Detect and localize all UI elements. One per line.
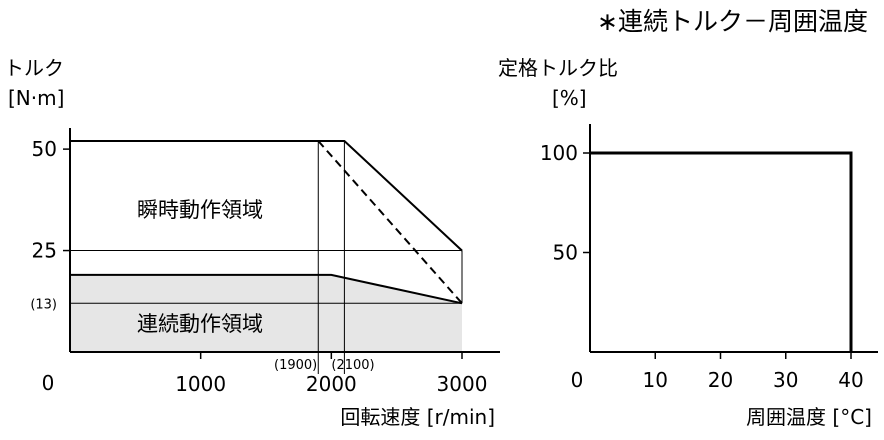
y-axis-label-2: 定格トルク比: [498, 56, 618, 80]
series-line-0: [70, 140, 463, 252]
x-tick-label-3: 30: [773, 368, 798, 392]
axes: [583, 124, 878, 359]
speed-marker-label-1: (2100): [331, 358, 374, 373]
x-tick-label-0: 0: [571, 368, 584, 392]
x-axis-label-2: 周囲温度 [°C]: [746, 405, 872, 429]
x-axis-label-1: 回転速度 [r/min]: [340, 405, 495, 429]
series-lines: [590, 151, 853, 352]
instant-region-label: 瞬時動作領域: [137, 198, 263, 222]
y-tick-label-1: 50: [553, 241, 578, 265]
y-axis-unit-2: [%]: [552, 86, 587, 110]
continuous-region-fill: [70, 274, 462, 352]
note-title: ∗連続トルク－周囲温度: [597, 7, 868, 36]
tick-labels: 0 10 20 30 40 100 50: [540, 141, 864, 392]
series-line-2: [70, 273, 463, 305]
speed-torque-chart: 0 1000 2000 3000 50 25 (13) (1900) (2100) 瞬時動作領域…: [4, 56, 500, 429]
x-tick-label-2: 3000: [437, 372, 488, 396]
series-lines: [70, 140, 463, 305]
temperature-ratio-chart: 0 10 20 30 40 100 50 定格トルク比 [%] 周囲温度 [°C]: [498, 56, 878, 429]
y-tick-label-0: 100: [540, 141, 578, 165]
axes: [63, 128, 500, 359]
x-tick-label-1: 10: [643, 368, 668, 392]
y-tick-label-1: 25: [32, 239, 57, 263]
speed-marker-label-0: (1900): [274, 358, 317, 373]
y-tick-label-2: (13): [30, 297, 57, 312]
x-tick-label-origin: 0: [42, 371, 55, 395]
x-tick-label-4: 40: [838, 368, 863, 392]
y-tick-label-0: 50: [32, 137, 57, 161]
series-line-0: [590, 151, 853, 352]
guide-lines: [70, 141, 463, 374]
series-line-1: [317, 140, 463, 304]
continuous-region-label: 連続動作領域: [137, 312, 263, 336]
x-tick-label-0: 1000: [175, 372, 226, 396]
x-tick-label-2: 20: [708, 368, 733, 392]
y-axis-unit-1: [N·m]: [8, 86, 64, 110]
x-tick-label-1: 2000: [306, 372, 357, 396]
tick-labels: 0 1000 2000 3000 50 25 (13) (1900) (2100): [30, 137, 487, 396]
y-axis-label-1: トルク: [4, 56, 64, 80]
